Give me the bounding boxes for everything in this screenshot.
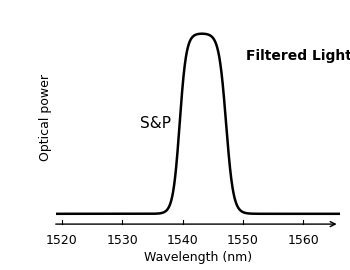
- Y-axis label: Optical power: Optical power: [39, 74, 52, 161]
- Text: Filtered Light: Filtered Light: [246, 49, 350, 63]
- Text: S&P: S&P: [140, 116, 171, 131]
- X-axis label: Wavelength (nm): Wavelength (nm): [144, 251, 252, 264]
